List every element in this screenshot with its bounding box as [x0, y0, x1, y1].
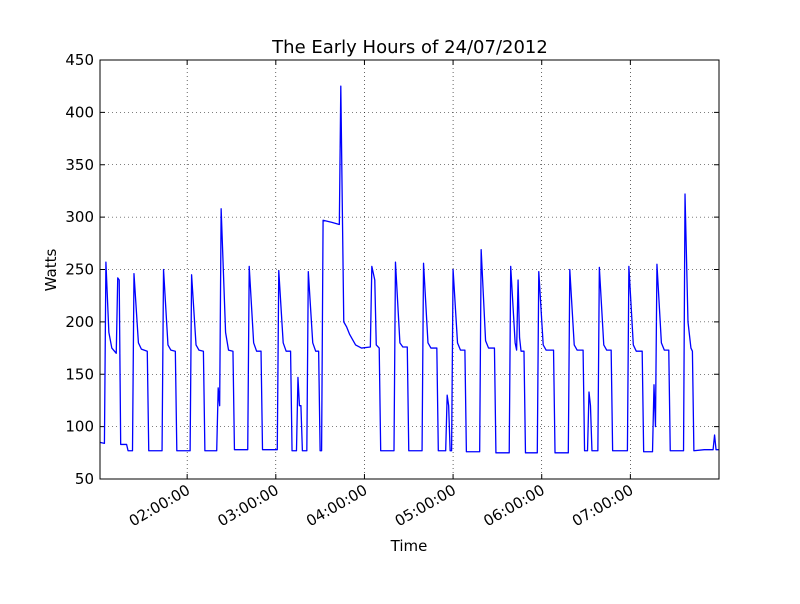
y-tick-label: 350 [65, 156, 94, 174]
y-tick-label: 200 [65, 313, 94, 331]
y-tick-label: 400 [65, 103, 94, 121]
y-tick-label: 100 [65, 418, 94, 436]
data-line [99, 85, 719, 454]
plot-frame [99, 59, 720, 480]
y-axis-label: Watts [42, 249, 60, 292]
y-tick-label: 150 [65, 365, 94, 383]
y-tick-label: 300 [65, 208, 94, 226]
chart-title: The Early Hours of 24/07/2012 [271, 37, 548, 58]
y-tick-label: 450 [65, 51, 94, 69]
x-axis-label: Time [390, 537, 428, 555]
y-tick-label: 250 [65, 261, 94, 279]
y-tick-label: 50 [75, 470, 94, 488]
